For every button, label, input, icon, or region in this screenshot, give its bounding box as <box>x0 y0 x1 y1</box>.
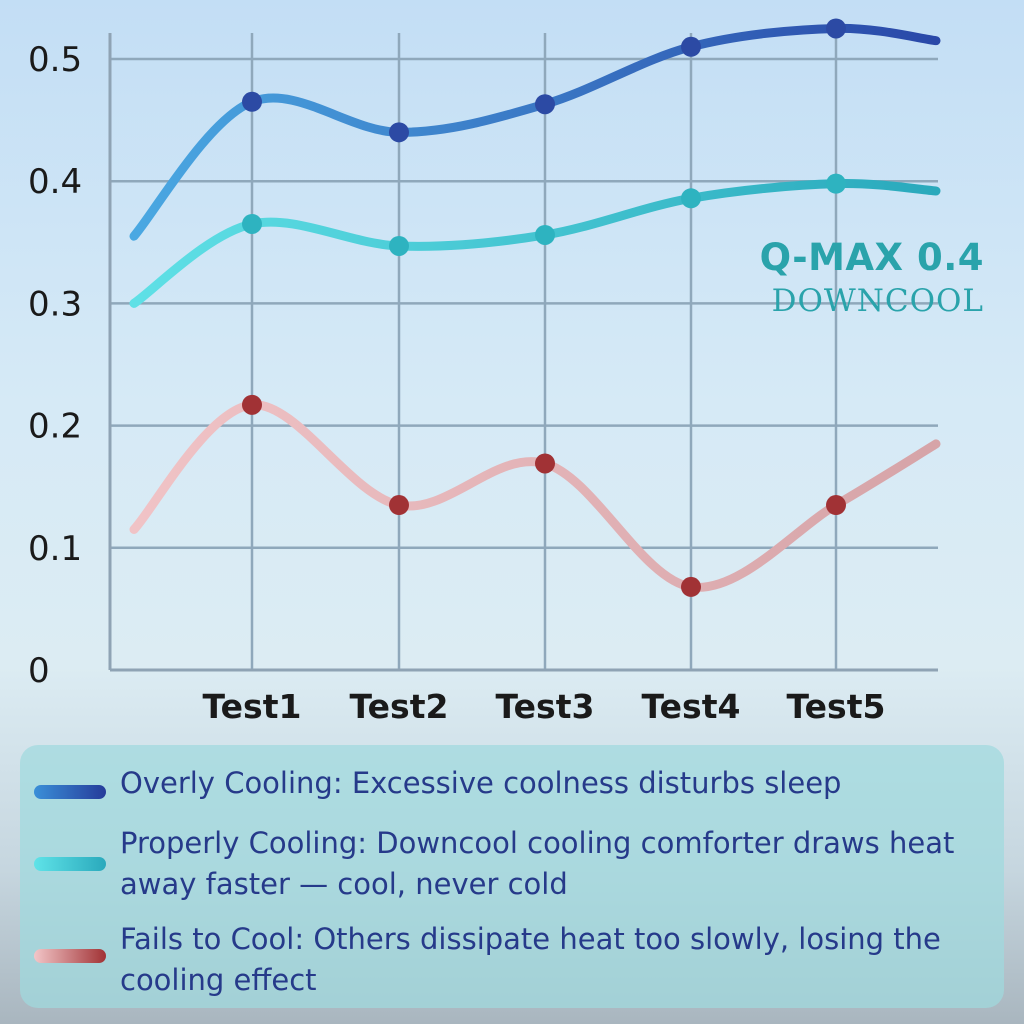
data-point-fails <box>681 576 701 597</box>
x-tick-label: Test1 <box>203 687 302 726</box>
data-point-overly <box>242 91 262 112</box>
brand-subtitle: DOWNCOOL <box>771 283 984 319</box>
axes <box>108 33 938 672</box>
x-tick-label: Test3 <box>496 687 595 726</box>
data-point-overly <box>389 122 409 143</box>
tick-labels: 0 0.1 0.2 0.3 0.4 0.5 Test1 Test2 Test3 Test4 Test… <box>28 40 885 726</box>
legend-swatch-overly <box>34 785 106 799</box>
y-tick-label: 0 <box>28 651 50 691</box>
legend-text-fails: Fails to Cool: Others dissipate heat too… <box>120 922 941 997</box>
legend-swatch-properly <box>34 857 106 871</box>
y-tick-label: 0.4 <box>28 162 82 202</box>
y-tick-label: 0.2 <box>28 407 82 447</box>
series-line-fails <box>129 400 941 592</box>
x-tick-label: Test2 <box>350 687 449 726</box>
data-point-fails <box>389 495 409 516</box>
series-markers <box>242 18 846 597</box>
data-point-properly <box>826 173 846 194</box>
grid <box>110 33 938 670</box>
data-point-fails <box>826 495 846 516</box>
brand-title: Q-MAX 0.4 <box>759 236 984 279</box>
legend-text-overly: Overly Cooling: Excessive coolness distu… <box>120 766 842 800</box>
data-point-overly <box>826 18 846 39</box>
legend-text-properly: Properly Cooling: Downcool cooling comfo… <box>120 826 955 901</box>
data-point-fails <box>535 453 555 474</box>
legend-swatch-fails <box>34 949 106 963</box>
x-tick-label: Test4 <box>642 687 741 726</box>
data-point-fails <box>242 394 262 415</box>
data-point-properly <box>681 188 701 209</box>
data-point-properly <box>535 224 555 245</box>
legend: Overly Cooling: Excessive coolness distu… <box>20 745 1004 1008</box>
data-point-properly <box>242 213 262 234</box>
x-tick-label: Test5 <box>787 687 886 726</box>
y-tick-label: 0.5 <box>28 40 82 80</box>
data-point-overly <box>681 36 701 57</box>
y-tick-label: 0.3 <box>28 284 82 324</box>
y-tick-label: 0.1 <box>28 529 82 569</box>
line-chart: 0 0.1 0.2 0.3 0.4 0.5 Test1 Test2 Test3 Test4 Test… <box>28 18 941 726</box>
data-point-overly <box>535 94 555 115</box>
data-point-properly <box>389 235 409 256</box>
